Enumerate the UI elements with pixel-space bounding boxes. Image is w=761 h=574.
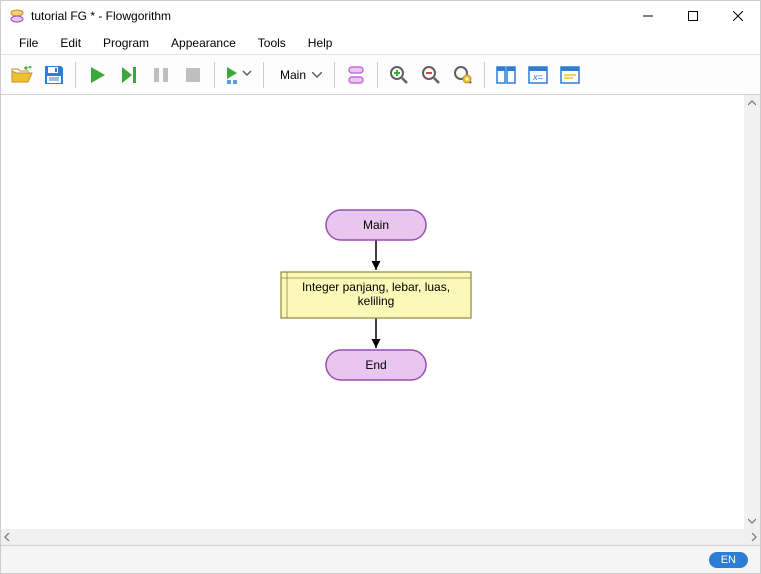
svg-text:End: End [365, 358, 386, 372]
save-button[interactable] [39, 60, 69, 90]
console-window-button[interactable] [555, 60, 585, 90]
menu-appearance[interactable]: Appearance [161, 33, 246, 53]
pause-icon [152, 66, 170, 84]
split-window-icon [495, 65, 517, 85]
zoom-in-icon [388, 64, 410, 86]
menu-bar: File Edit Program Appearance Tools Help [1, 31, 760, 55]
menu-help[interactable]: Help [298, 33, 343, 53]
run-speed-button[interactable] [221, 60, 257, 90]
toolbar-separator [334, 62, 335, 88]
layout-windows-button[interactable] [491, 60, 521, 90]
pause-button[interactable] [146, 60, 176, 90]
maximize-button[interactable] [670, 1, 715, 31]
toolbar-separator [75, 62, 76, 88]
step-button[interactable] [114, 60, 144, 90]
folder-open-icon [10, 64, 34, 86]
floppy-icon [43, 64, 65, 86]
console-icon [559, 65, 581, 85]
svg-text:Main: Main [363, 218, 389, 232]
toolbar: Main x= [1, 55, 760, 95]
function-selector[interactable]: Main [270, 61, 328, 89]
scroll-right-icon[interactable] [750, 533, 758, 541]
menu-file[interactable]: File [9, 33, 48, 53]
zoom-settings-button[interactable] [448, 60, 478, 90]
svg-text:keliling: keliling [358, 294, 395, 308]
zoom-gear-icon [452, 64, 474, 86]
run-button[interactable] [82, 60, 112, 90]
zoom-out-icon [420, 64, 442, 86]
stop-icon [184, 66, 202, 84]
flowchart-canvas[interactable]: Main Integer panjang, lebar, luas,kelilin… [1, 95, 744, 529]
toolbar-separator [214, 62, 215, 88]
function-selector-label: Main [280, 68, 306, 82]
language-badge[interactable]: EN [709, 552, 748, 568]
toolbar-separator [377, 62, 378, 88]
vertical-scrollbar[interactable] [744, 95, 760, 529]
zoom-out-button[interactable] [416, 60, 446, 90]
menu-program[interactable]: Program [93, 33, 159, 53]
toolbar-separator [263, 62, 264, 88]
variables-icon: x= [527, 65, 549, 85]
flowchart-canvas-container: Main Integer panjang, lebar, luas,kelilin… [1, 95, 760, 529]
menu-edit[interactable]: Edit [50, 33, 91, 53]
window-controls [625, 1, 760, 31]
variables-window-button[interactable]: x= [523, 60, 553, 90]
stop-button[interactable] [178, 60, 208, 90]
function-shapes-icon [345, 64, 367, 86]
add-function-button[interactable] [341, 60, 371, 90]
open-button[interactable] [7, 60, 37, 90]
toolbar-separator [484, 62, 485, 88]
chevron-down-icon [312, 72, 322, 78]
horizontal-scrollbar[interactable] [1, 529, 760, 545]
app-icon [9, 8, 25, 24]
close-button[interactable] [715, 1, 760, 31]
menu-tools[interactable]: Tools [248, 33, 296, 53]
svg-text:x=: x= [532, 72, 543, 82]
step-icon [119, 65, 139, 85]
status-bar: EN [1, 545, 760, 573]
title-bar: tutorial FG * - Flowgorithm [1, 1, 760, 31]
window-title: tutorial FG * - Flowgorithm [31, 9, 625, 23]
svg-text:Integer panjang, lebar, luas,: Integer panjang, lebar, luas, [302, 280, 450, 294]
scroll-down-icon[interactable] [744, 513, 760, 529]
play-icon [87, 65, 107, 85]
minimize-button[interactable] [625, 1, 670, 31]
scroll-left-icon[interactable] [3, 533, 11, 541]
scroll-up-icon[interactable] [744, 95, 760, 111]
run-speed-icon [225, 65, 253, 85]
zoom-in-button[interactable] [384, 60, 414, 90]
